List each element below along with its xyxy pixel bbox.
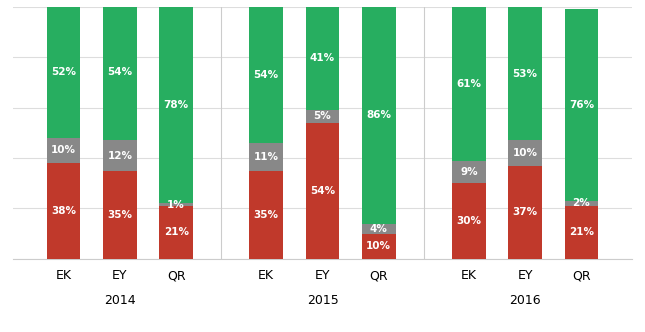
Text: 10%: 10% bbox=[366, 241, 392, 251]
Bar bbox=[103, 140, 137, 171]
Bar bbox=[452, 7, 486, 161]
Text: 9%: 9% bbox=[460, 167, 478, 177]
Bar bbox=[564, 9, 599, 201]
Text: 30%: 30% bbox=[457, 216, 481, 226]
Bar bbox=[508, 140, 542, 166]
Text: 2014: 2014 bbox=[104, 294, 135, 307]
Bar bbox=[159, 206, 193, 259]
Text: 2015: 2015 bbox=[306, 294, 339, 307]
Bar bbox=[46, 7, 81, 138]
Text: 35%: 35% bbox=[253, 210, 279, 220]
Text: 54%: 54% bbox=[310, 186, 335, 196]
Bar bbox=[508, 166, 542, 259]
Text: 21%: 21% bbox=[569, 227, 594, 237]
Bar bbox=[159, 7, 193, 204]
Text: 21%: 21% bbox=[164, 227, 188, 237]
Bar bbox=[306, 123, 339, 259]
Text: 53%: 53% bbox=[513, 68, 538, 78]
Bar bbox=[362, 224, 395, 234]
Bar bbox=[362, 234, 395, 259]
Text: 54%: 54% bbox=[253, 70, 279, 80]
Text: 78%: 78% bbox=[164, 100, 189, 110]
Bar bbox=[306, 7, 339, 110]
Text: 5%: 5% bbox=[313, 112, 332, 122]
Text: 41%: 41% bbox=[310, 53, 335, 63]
Bar bbox=[250, 7, 283, 143]
Bar bbox=[103, 4, 137, 140]
Bar bbox=[250, 171, 283, 259]
Bar bbox=[250, 143, 283, 171]
Bar bbox=[452, 183, 486, 259]
Bar bbox=[508, 7, 542, 140]
Text: 35%: 35% bbox=[107, 210, 132, 220]
Text: 38%: 38% bbox=[51, 206, 76, 216]
Bar bbox=[452, 161, 486, 183]
Text: 54%: 54% bbox=[107, 67, 132, 77]
Bar bbox=[103, 171, 137, 259]
Text: 61%: 61% bbox=[457, 79, 481, 89]
Text: 2016: 2016 bbox=[510, 294, 541, 307]
Bar bbox=[306, 110, 339, 123]
Text: 2%: 2% bbox=[573, 199, 590, 208]
Text: 4%: 4% bbox=[370, 224, 388, 234]
Text: 86%: 86% bbox=[366, 110, 392, 120]
Text: 1%: 1% bbox=[167, 200, 185, 210]
Bar bbox=[159, 204, 193, 206]
Bar bbox=[564, 206, 599, 259]
Text: 76%: 76% bbox=[569, 100, 594, 110]
Text: 37%: 37% bbox=[513, 207, 538, 217]
Text: 11%: 11% bbox=[253, 152, 279, 162]
Text: 10%: 10% bbox=[51, 145, 76, 155]
Text: 10%: 10% bbox=[513, 148, 538, 158]
Bar bbox=[46, 138, 81, 163]
Bar bbox=[46, 163, 81, 259]
Bar bbox=[564, 201, 599, 206]
Text: 12%: 12% bbox=[107, 150, 132, 160]
Text: 52%: 52% bbox=[51, 67, 76, 77]
Bar bbox=[362, 7, 395, 224]
